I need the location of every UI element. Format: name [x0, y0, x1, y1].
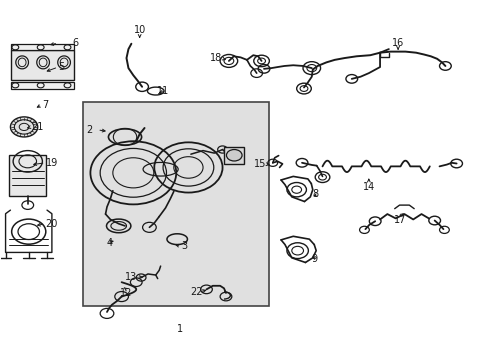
Bar [11, 82, 74, 89]
Text: 1: 1 [177, 324, 183, 334]
Circle shape [10, 117, 38, 137]
Text: 14: 14 [362, 182, 374, 192]
Bar [82, 102, 268, 306]
Text: 12: 12 [120, 288, 132, 298]
Text: 18: 18 [210, 53, 222, 63]
Text: 17: 17 [393, 215, 406, 225]
Text: 22: 22 [189, 287, 202, 297]
Text: 8: 8 [312, 189, 318, 199]
Text: 9: 9 [311, 254, 317, 264]
Text: 21: 21 [31, 122, 43, 132]
Text: 7: 7 [42, 100, 48, 110]
Text: 13: 13 [125, 272, 137, 282]
Text: 2: 2 [86, 125, 92, 135]
Text: 6: 6 [73, 38, 79, 48]
Text: 16: 16 [391, 38, 404, 48]
Bar [9, 155, 46, 196]
Text: 3: 3 [181, 241, 187, 251]
Text: 10: 10 [133, 25, 145, 35]
Bar [224, 147, 244, 164]
Text: 4: 4 [107, 238, 113, 248]
Text: 5: 5 [58, 62, 64, 72]
Text: 19: 19 [45, 158, 58, 168]
Text: 20: 20 [45, 219, 58, 229]
Bar [11, 44, 74, 50]
Text: 11: 11 [157, 86, 169, 96]
Circle shape [226, 149, 242, 161]
Text: 15: 15 [254, 159, 266, 169]
Bar [11, 50, 74, 80]
